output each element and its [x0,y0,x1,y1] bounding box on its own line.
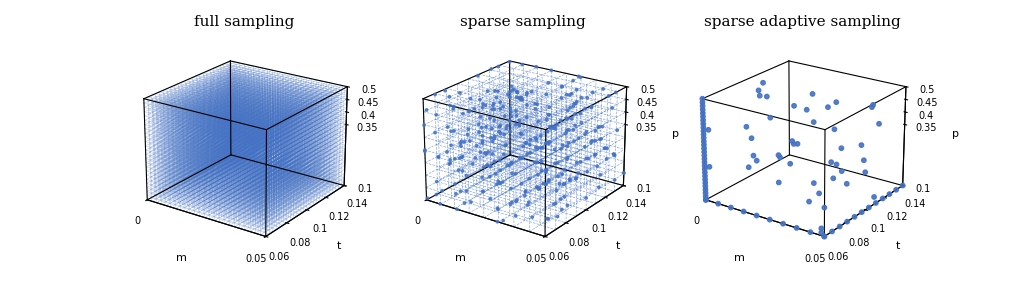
Y-axis label: t: t [616,240,621,251]
Title: full sampling: full sampling [194,15,294,30]
Y-axis label: t: t [337,240,341,251]
X-axis label: m: m [176,253,187,263]
X-axis label: m: m [734,253,745,263]
X-axis label: m: m [455,253,466,263]
Y-axis label: t: t [895,240,900,251]
Title: sparse adaptive sampling: sparse adaptive sampling [704,15,901,30]
Title: sparse sampling: sparse sampling [460,15,586,30]
